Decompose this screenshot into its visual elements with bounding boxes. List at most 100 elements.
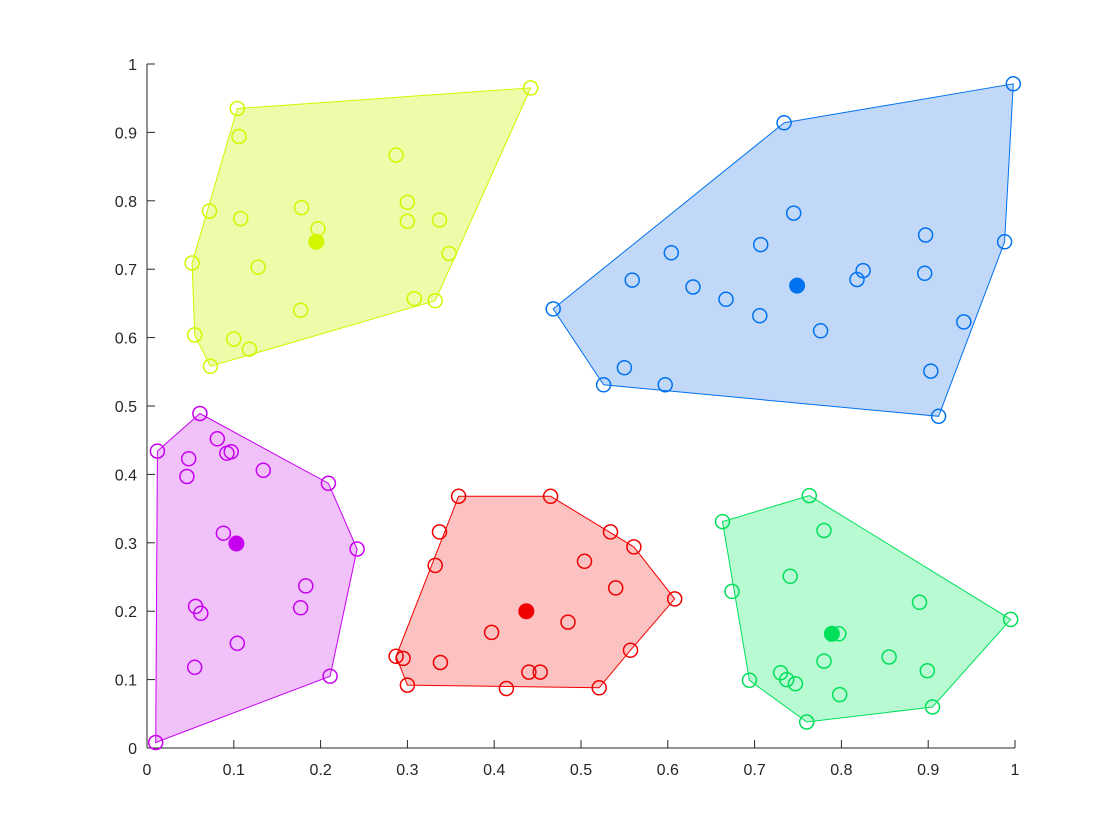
x-tick-label: 1 [1011,762,1020,779]
cluster-1-point [250,259,266,275]
cluster-5-point [782,568,798,585]
y-tick-label: 0.9 [115,125,137,142]
cluster-4-point [388,648,404,665]
cluster-1-point [232,210,249,227]
cluster-4-point [431,524,448,540]
cluster-3-point [322,668,338,684]
cluster-5-point [1002,611,1019,628]
y-tick-label: 0.7 [115,262,137,279]
cluster-4-point [450,488,467,505]
cluster-5-point [881,649,897,665]
cluster-4-point [521,664,537,680]
y-tick-label: 0.8 [115,194,137,211]
cluster-4-point [542,488,559,505]
cluster-2-point [930,408,947,425]
y-tick-label: 0.6 [115,331,137,348]
cluster-1-point [522,80,539,96]
axes: 0 0.1 0.2 0.3 0.4 0.5 0.6 0.7 0.8 0.9 1 0 0.1 0.2 0.3 0… [115,57,1020,779]
cluster-2-point [785,205,802,221]
cluster-4-point [483,624,500,641]
cluster-2-point [718,291,734,308]
cluster-3-point [320,475,337,492]
cluster-4-point [560,614,576,630]
cluster-2-point [996,234,1013,250]
cluster-hulls [155,83,1014,744]
x-tick-label: 0.2 [309,762,331,779]
x-tick-label: 0.9 [917,762,939,779]
cluster-centroids [228,233,840,642]
cluster-2-point [923,363,939,379]
cluster-4-point [432,654,449,671]
cluster-4-point [602,524,619,540]
cluster-5-point [816,653,832,669]
cluster-3-point [209,431,226,447]
cluster-1-centroid [308,233,325,250]
cluster-3-point [215,525,232,541]
cluster-1-point [431,212,448,228]
cluster-5-point [798,714,815,730]
cluster-4-point [622,642,639,658]
cluster-4-point [399,677,416,693]
cluster-4-centroid [518,603,535,620]
cluster-5-centroid [823,625,840,642]
cluster-3-point [180,450,197,467]
cluster-2-point [657,377,673,393]
cluster-4-point [666,591,683,607]
cluster-4-point [576,553,593,570]
cluster-5-point [724,583,740,600]
cluster-5-point [919,662,936,679]
cluster-2-point [956,314,972,330]
y-tick-label: 0 [128,741,137,758]
data-points [147,76,1022,751]
cluster-5-point [714,513,731,530]
cluster-2-hull [552,83,1014,417]
cluster-5-point [741,672,758,689]
y-tick-label: 0.4 [115,467,137,484]
cluster-4-point [532,664,548,680]
cluster-1-point [399,213,416,230]
cluster-2-point [616,359,633,376]
cluster-3-centroid [228,535,245,552]
y-tick-label: 1 [128,57,137,74]
cluster-1-point [406,290,423,307]
cluster-1-point [293,199,310,216]
cluster-1-point [441,245,457,262]
x-tick-label: 0.3 [396,762,418,779]
cluster-3-point [186,659,203,676]
cluster-3-point [179,468,195,485]
cluster-2-point [917,227,934,243]
y-tick-label: 0.3 [115,536,137,553]
cluster-4-point [626,539,642,555]
cluster-1-point [186,327,203,343]
cluster-3-point [349,541,365,557]
cluster-2-point [916,265,933,282]
cluster-3-point [193,605,209,622]
cluster-5-point [801,487,818,504]
cluster-3-point [149,443,166,459]
cluster-5-point [787,675,804,692]
cluster-2-point [1005,76,1022,92]
cluster-1-point [202,358,219,375]
cluster-3-point [255,462,272,479]
cluster-5-point [831,686,848,703]
cluster-1-point [388,147,404,163]
x-tick-label: 0.8 [830,762,852,779]
cluster-3-point [292,600,309,616]
cluster-1-point [241,341,258,357]
cluster-2-centroid [789,277,806,294]
cluster-3-point [229,635,246,652]
cluster-4-point [607,580,624,596]
cluster-5-point [924,699,941,715]
cluster-1-point [226,331,242,347]
x-tick-label: 0.1 [223,762,245,779]
cluster-2-point [752,307,768,324]
cluster-2-point [595,377,612,393]
cluster-5-point [816,522,832,539]
y-tick-label: 0.5 [115,399,137,416]
cluster-1-point [292,302,309,318]
cluster-5-point [778,671,795,688]
cluster-1-point [184,255,200,271]
cluster-5-point [911,594,928,611]
cluster-1-point [201,203,218,219]
